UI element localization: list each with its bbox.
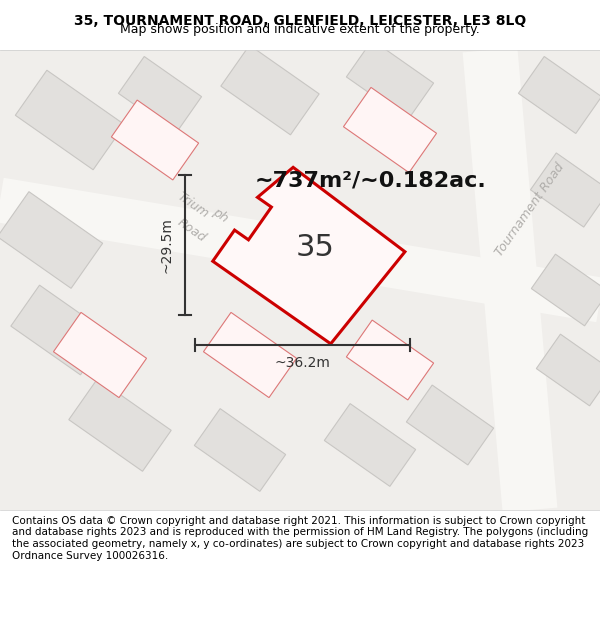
Text: ~737m²/~0.182ac.: ~737m²/~0.182ac. <box>255 170 487 190</box>
Polygon shape <box>406 385 494 465</box>
Text: 35: 35 <box>296 232 334 261</box>
Polygon shape <box>213 168 405 344</box>
Polygon shape <box>69 379 171 471</box>
Text: ~29.5m: ~29.5m <box>160 217 174 273</box>
Polygon shape <box>0 177 600 322</box>
Polygon shape <box>536 334 600 406</box>
Polygon shape <box>16 70 125 170</box>
Polygon shape <box>221 45 319 135</box>
Polygon shape <box>346 320 434 400</box>
Polygon shape <box>203 312 296 398</box>
Text: Map shows position and indicative extent of the property.: Map shows position and indicative extent… <box>120 23 480 36</box>
Polygon shape <box>112 100 199 180</box>
Text: Contains OS data © Crown copyright and database right 2021. This information is : Contains OS data © Crown copyright and d… <box>12 516 588 561</box>
Polygon shape <box>11 285 109 375</box>
Text: Road: Road <box>175 216 208 244</box>
Polygon shape <box>530 153 600 227</box>
Polygon shape <box>325 404 416 486</box>
Polygon shape <box>346 40 434 120</box>
Polygon shape <box>254 206 356 304</box>
Polygon shape <box>0 192 103 288</box>
Text: Trium: Trium <box>175 189 211 221</box>
Text: Tournament Road: Tournament Road <box>493 161 567 259</box>
Polygon shape <box>53 312 146 398</box>
Polygon shape <box>194 409 286 491</box>
Text: ph: ph <box>210 205 230 225</box>
Polygon shape <box>532 254 600 326</box>
Polygon shape <box>118 56 202 134</box>
Text: 35, TOURNAMENT ROAD, GLENFIELD, LEICESTER, LE3 8LQ: 35, TOURNAMENT ROAD, GLENFIELD, LEICESTE… <box>74 14 526 28</box>
Polygon shape <box>463 48 557 512</box>
Polygon shape <box>343 88 437 172</box>
Polygon shape <box>518 56 600 134</box>
Text: ~36.2m: ~36.2m <box>275 356 331 370</box>
